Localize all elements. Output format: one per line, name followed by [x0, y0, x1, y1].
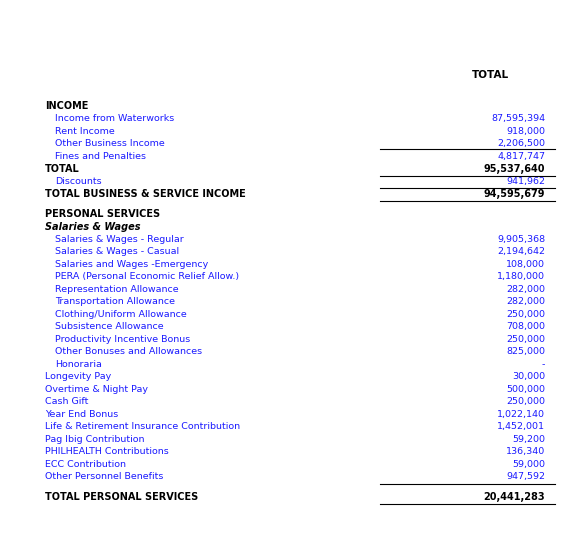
Text: Fines and Penalties: Fines and Penalties: [55, 152, 146, 161]
Text: Salaries & Wages - Casual: Salaries & Wages - Casual: [55, 247, 179, 256]
Text: INCOME: INCOME: [45, 101, 88, 111]
Text: Overtime & Night Pay: Overtime & Night Pay: [45, 385, 148, 393]
Text: TOTAL BUSINESS & SERVICE INCOME: TOTAL BUSINESS & SERVICE INCOME: [45, 189, 246, 199]
Text: Year End Bonus: Year End Bonus: [45, 410, 118, 419]
Text: Salaries and Wages -Emergency: Salaries and Wages -Emergency: [55, 260, 208, 269]
Text: 2,194,642: 2,194,642: [497, 247, 545, 256]
Text: Representation Allowance: Representation Allowance: [55, 285, 178, 294]
Text: Life & Retirement Insurance Contribution: Life & Retirement Insurance Contribution: [45, 422, 240, 431]
Text: Productivity Incentive Bonus: Productivity Incentive Bonus: [55, 335, 190, 344]
Text: Salaries & Wages - Regular: Salaries & Wages - Regular: [55, 235, 184, 244]
Text: 282,000: 282,000: [506, 297, 545, 306]
Text: TOTAL: TOTAL: [472, 70, 508, 80]
Text: 94,595,679: 94,595,679: [483, 189, 545, 199]
Text: 941,962: 941,962: [506, 176, 545, 186]
Text: Clothing/Uniform Allowance: Clothing/Uniform Allowance: [55, 310, 187, 319]
Text: 282,000: 282,000: [506, 285, 545, 294]
Text: Rent Income: Rent Income: [55, 127, 115, 136]
Text: Income from Waterworks: Income from Waterworks: [55, 114, 174, 123]
Text: 1,022,140: 1,022,140: [497, 410, 545, 419]
Text: Transportation Allowance: Transportation Allowance: [55, 297, 175, 306]
Text: 30,000: 30,000: [512, 372, 545, 381]
Text: Other Bonuses and Allowances: Other Bonuses and Allowances: [55, 347, 202, 356]
Text: 108,000: 108,000: [506, 260, 545, 269]
Text: Pag Ibig Contribution: Pag Ibig Contribution: [45, 435, 144, 444]
Text: Cash Gift: Cash Gift: [45, 397, 88, 406]
Text: 918,000: 918,000: [506, 127, 545, 136]
Text: 87,595,394: 87,595,394: [491, 114, 545, 123]
Text: 708,000: 708,000: [506, 322, 545, 331]
Text: 95,537,640: 95,537,640: [483, 164, 545, 174]
Text: 250,000: 250,000: [506, 310, 545, 319]
Text: 9,905,368: 9,905,368: [497, 235, 545, 244]
Text: Longevity Pay: Longevity Pay: [45, 372, 111, 381]
Text: Discounts: Discounts: [55, 176, 102, 186]
Text: 947,592: 947,592: [506, 472, 545, 481]
Text: Salaries & Wages: Salaries & Wages: [45, 222, 140, 232]
Text: ECC Contribution: ECC Contribution: [45, 460, 126, 469]
Text: Other Business Income: Other Business Income: [55, 139, 165, 148]
Text: 2,206,500: 2,206,500: [497, 139, 545, 148]
Text: Subsistence Allowance: Subsistence Allowance: [55, 322, 164, 331]
Text: 500,000: 500,000: [506, 385, 545, 393]
Text: 250,000: 250,000: [506, 397, 545, 406]
Text: 4,817,747: 4,817,747: [497, 152, 545, 161]
Text: PERA (Personal Economic Relief Allow.): PERA (Personal Economic Relief Allow.): [55, 273, 239, 281]
Text: -: -: [542, 360, 545, 369]
Text: 59,200: 59,200: [512, 435, 545, 444]
Text: Honoraria: Honoraria: [55, 360, 102, 369]
Text: 59,000: 59,000: [512, 460, 545, 469]
Text: 20,441,283: 20,441,283: [483, 492, 545, 502]
Text: TOTAL PERSONAL SERVICES: TOTAL PERSONAL SERVICES: [45, 492, 198, 502]
Text: PHILHEALTH Contributions: PHILHEALTH Contributions: [45, 447, 168, 456]
Text: 1,452,001: 1,452,001: [497, 422, 545, 431]
Text: 136,340: 136,340: [506, 447, 545, 456]
Text: PERSONAL SERVICES: PERSONAL SERVICES: [45, 209, 160, 219]
Text: 825,000: 825,000: [506, 347, 545, 356]
Text: 1,180,000: 1,180,000: [497, 273, 545, 281]
Text: 250,000: 250,000: [506, 335, 545, 344]
Text: Other Personnel Benefits: Other Personnel Benefits: [45, 472, 163, 481]
Text: TOTAL: TOTAL: [45, 164, 80, 174]
